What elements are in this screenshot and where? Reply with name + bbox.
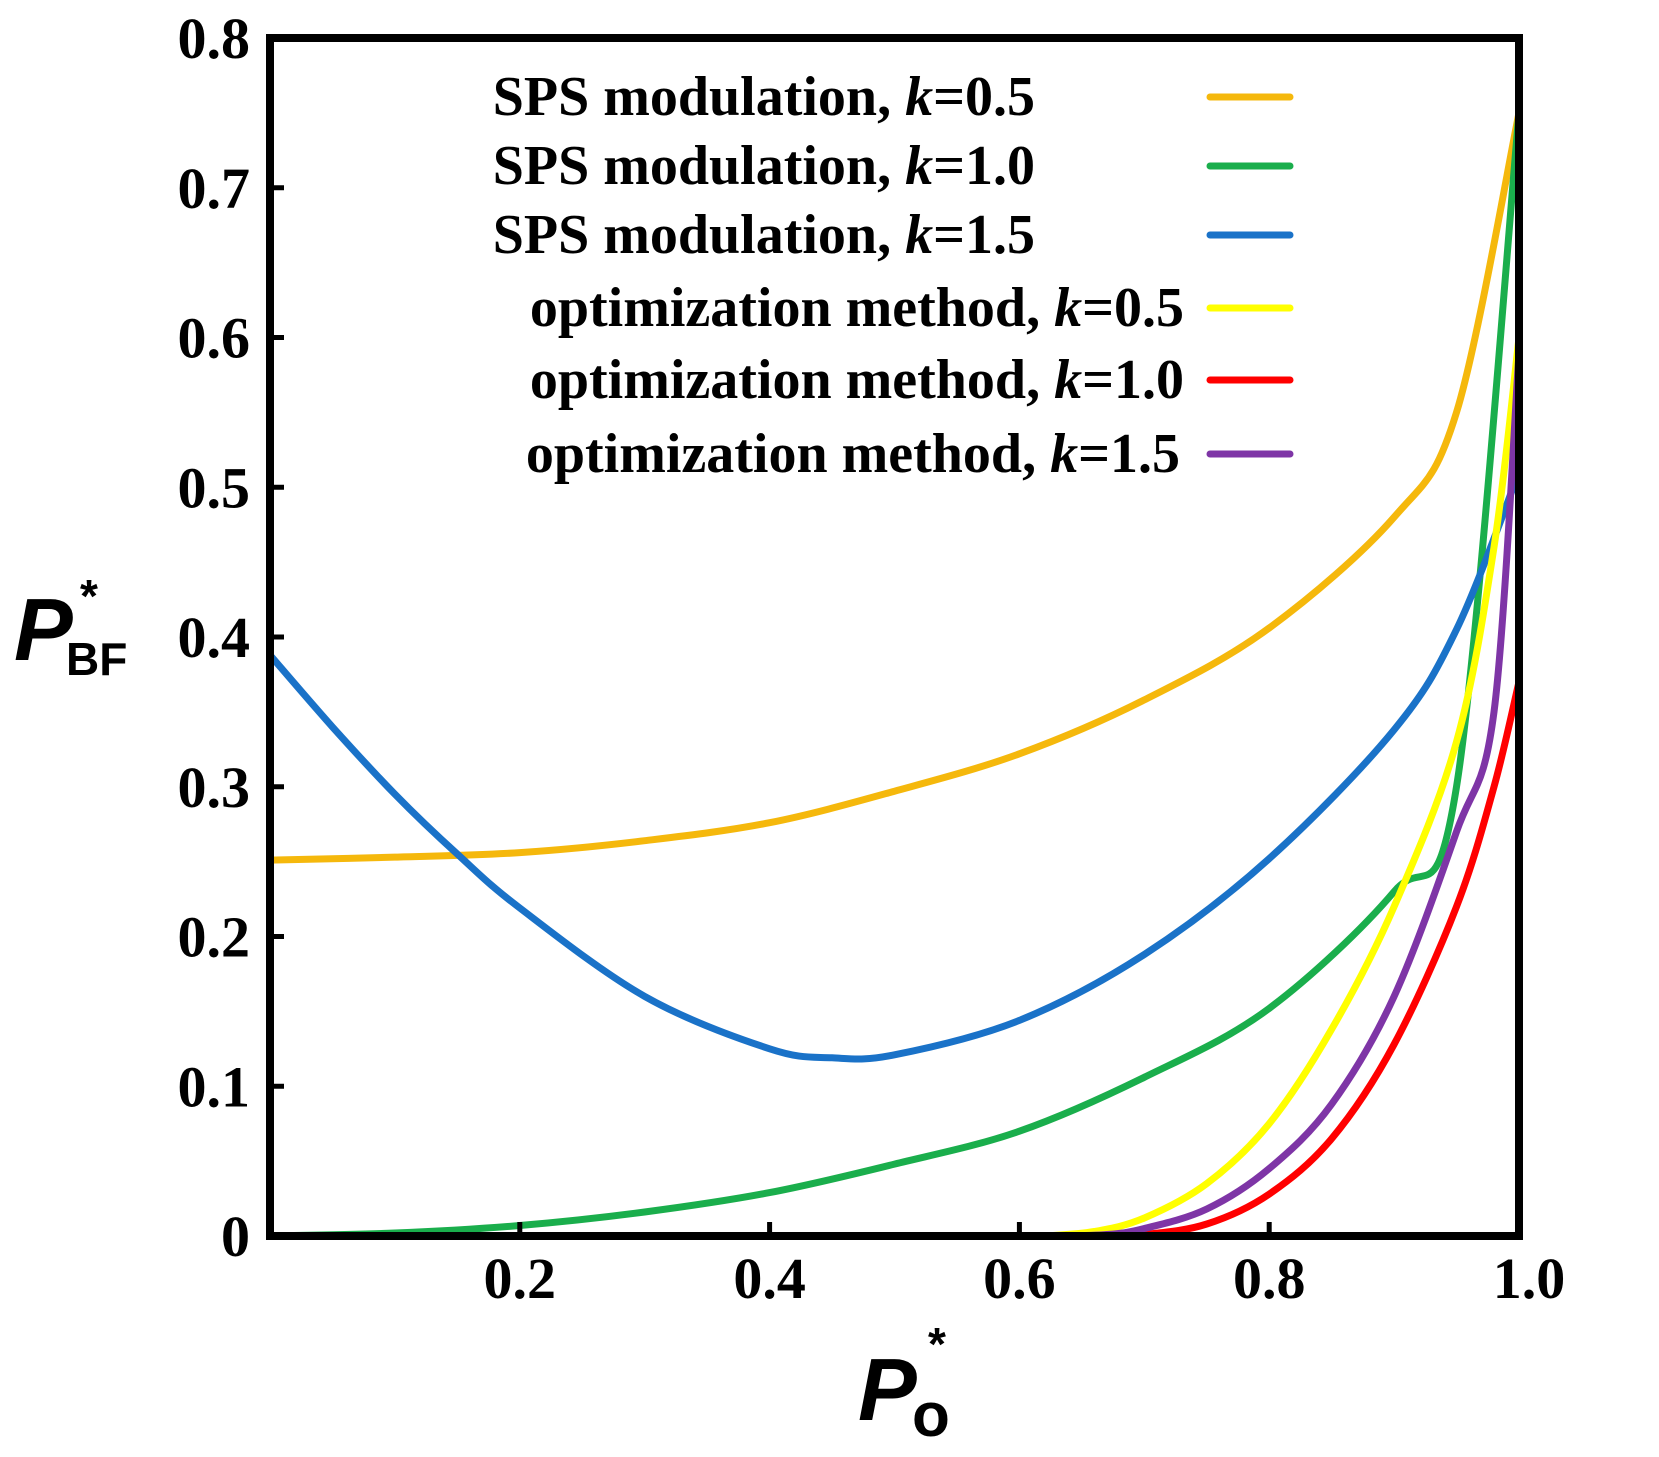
series-line-4 [1040,334,1519,1236]
x-axis-title-subscript: o [912,1381,950,1450]
y-tick-label: 0.7 [178,156,251,221]
y-tick-label: 0.2 [178,905,251,970]
series-line-5 [1090,678,1519,1236]
legend-layer: SPS modulation, k=0.5 SPS modulation, k=1… [493,66,1294,485]
legend-label-5: optimization method, k=1.0 [530,349,1184,411]
y-axis-title: P [14,580,73,679]
x-axis-title-superscript: * [928,1318,946,1370]
legend-label-1: SPS modulation, k=0.5 [493,66,1035,128]
y-axis-title-superscript: * [80,570,98,622]
series-line-1 [270,109,1519,864]
y-tick-label: 0.1 [178,1054,251,1119]
y-tick-label: 0.6 [178,306,251,371]
y-tick-label: 0.3 [178,755,251,820]
series-line-3 [270,468,1519,1063]
legend-label-2: SPS modulation, k=1.0 [493,135,1035,197]
y-tick-label: 0.8 [178,6,251,71]
x-tick-label: 0.8 [1233,1246,1306,1311]
x-tick-label: 0.2 [484,1246,557,1311]
y-axis-title-subscript: BF [66,633,127,685]
y-tick-label: 0.5 [178,455,251,520]
x-tick-label: 1.0 [1493,1246,1566,1311]
axes-layer: 0.2 0.4 0.6 0.8 1.0 0 0.1 0.2 0.3 0.4 0.5 0.6 0.7 0.8… [14,6,1565,1450]
series-line-6 [1053,349,1519,1236]
y-tick-label: 0 [221,1204,250,1269]
legend-label-4: optimization method, k=0.5 [530,277,1184,339]
legend-label-3: SPS modulation, k=1.5 [493,204,1035,266]
legend-label-6: optimization method, k=1.5 [526,423,1180,485]
x-tick-label: 0.4 [733,1246,806,1311]
y-tick-label: 0.4 [178,605,251,670]
x-axis-title: P [858,1340,917,1439]
x-tick-label: 0.6 [983,1246,1056,1311]
